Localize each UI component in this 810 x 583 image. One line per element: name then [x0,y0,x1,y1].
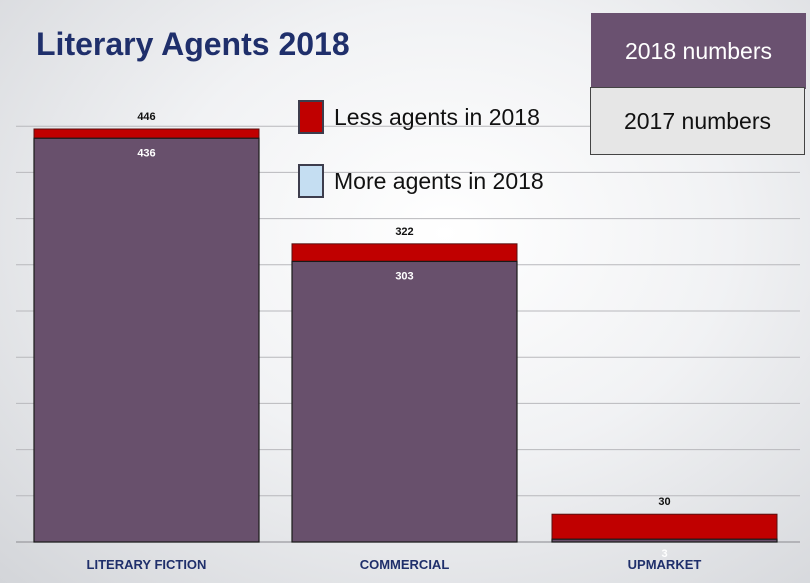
data-label-2018: 303 [395,270,413,282]
legend-less-swatch [298,100,324,134]
data-label-2018: 3 [661,548,667,560]
x-tick-label: LITERARY FICTION [87,557,207,572]
bar-2018 [291,260,518,543]
chart-title: Literary Agents 2018 [36,26,350,62]
decrease-band [551,513,778,540]
box-2018-numbers: 2018 numbers [591,13,806,89]
bar-2018 [33,137,260,543]
x-tick-label: UPMARKET [628,557,702,572]
decrease-band [33,128,260,139]
legend-more-label: More agents in 2018 [334,167,544,194]
decrease-band [291,243,518,262]
legend-less-agents: Less agents in 2018 [298,100,540,134]
data-label-2017: 30 [658,496,670,508]
box-2017-numbers: 2017 numbers [590,87,805,155]
legend-more-agents: More agents in 2018 [298,164,544,198]
legend-more-swatch [298,164,324,198]
data-label-2017: 322 [395,226,413,238]
x-tick-label: COMMERCIAL [360,557,450,572]
bar-2018 [551,538,778,543]
data-label-2018: 436 [137,147,155,159]
legend-less-label: Less agents in 2018 [334,103,540,130]
data-label-2017: 446 [137,111,155,123]
